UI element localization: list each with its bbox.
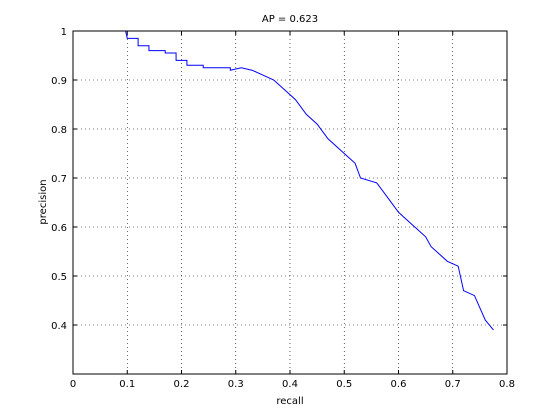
x-axis-label: recall — [276, 396, 303, 407]
y-tick-label: 0.9 — [51, 76, 67, 87]
y-tick-label: 0.5 — [51, 272, 67, 283]
x-tick-label: 0.5 — [336, 379, 352, 390]
x-tick-label: 0.1 — [119, 379, 135, 390]
x-tick-label: 0.7 — [445, 379, 461, 390]
x-tick-label: 0.6 — [391, 379, 407, 390]
y-tick-label: 0.8 — [51, 125, 67, 136]
y-tick-label: 0.6 — [51, 223, 67, 234]
x-tick-label: 0.8 — [499, 379, 515, 390]
x-tick-label: 0.4 — [282, 379, 298, 390]
x-tick-label: 0.2 — [174, 379, 190, 390]
y-axis-label: precision — [38, 179, 49, 224]
y-tick-label: 0.4 — [51, 321, 67, 332]
plot-frame — [72, 30, 508, 375]
chart-title: AP = 0.623 — [262, 14, 318, 25]
x-tick-label: 0.3 — [228, 379, 244, 390]
x-tick-label: 0 — [70, 379, 76, 390]
line — [125, 30, 494, 331]
y-tick-label: 1 — [61, 27, 67, 38]
y-tick-label: 0.7 — [51, 174, 67, 185]
